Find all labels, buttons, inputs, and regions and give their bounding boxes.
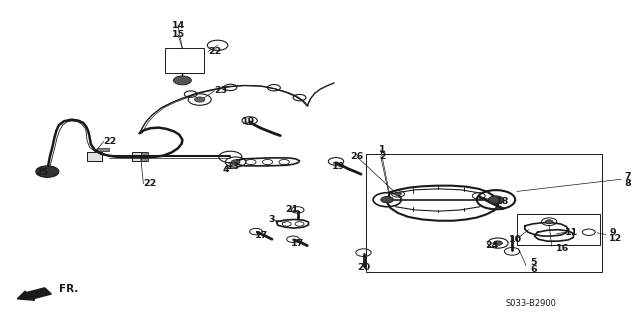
Text: 18: 18 [496, 197, 509, 206]
Circle shape [488, 196, 504, 204]
Text: 21: 21 [285, 205, 298, 214]
Text: 22: 22 [208, 47, 221, 56]
Bar [366, 154, 602, 272]
Text: 25: 25 [35, 168, 49, 177]
Text: 6: 6 [530, 265, 536, 274]
Text: 16: 16 [556, 244, 569, 253]
Text: 2: 2 [379, 152, 385, 161]
Bar [97, 148, 109, 151]
Text: 5: 5 [530, 258, 536, 267]
Text: 23: 23 [214, 86, 228, 95]
Text: 22: 22 [143, 179, 157, 188]
Text: 19: 19 [332, 162, 345, 171]
Circle shape [195, 97, 205, 102]
Text: 24: 24 [485, 241, 499, 250]
Text: 17: 17 [255, 231, 268, 240]
Bar [132, 152, 147, 161]
Bar [517, 214, 600, 245]
Circle shape [231, 160, 240, 164]
Text: S033-B2900: S033-B2900 [506, 299, 556, 308]
Circle shape [493, 241, 502, 245]
Text: 20: 20 [357, 263, 371, 272]
Text: 14: 14 [172, 21, 185, 30]
Text: 7: 7 [624, 172, 630, 181]
Text: 1: 1 [379, 145, 385, 154]
Circle shape [36, 166, 59, 177]
Bar [165, 48, 204, 73]
Circle shape [381, 197, 394, 203]
Text: 3: 3 [269, 215, 275, 224]
Text: 26: 26 [351, 152, 364, 161]
Text: 17: 17 [291, 239, 305, 248]
Bar [141, 152, 148, 161]
Text: 12: 12 [609, 234, 623, 243]
FancyArrow shape [17, 288, 51, 300]
Text: 13: 13 [227, 162, 241, 171]
Text: 8: 8 [624, 179, 631, 188]
Bar [87, 152, 102, 161]
Text: 22: 22 [104, 137, 117, 146]
Text: 9: 9 [609, 228, 616, 237]
Circle shape [395, 192, 401, 196]
Text: 10: 10 [509, 235, 522, 244]
Text: 4: 4 [223, 165, 229, 174]
Circle shape [173, 76, 191, 85]
Text: FR.: FR. [59, 284, 78, 294]
Circle shape [545, 220, 553, 224]
Text: 19: 19 [242, 117, 255, 126]
Text: 15: 15 [172, 30, 185, 39]
Text: 11: 11 [564, 228, 578, 237]
